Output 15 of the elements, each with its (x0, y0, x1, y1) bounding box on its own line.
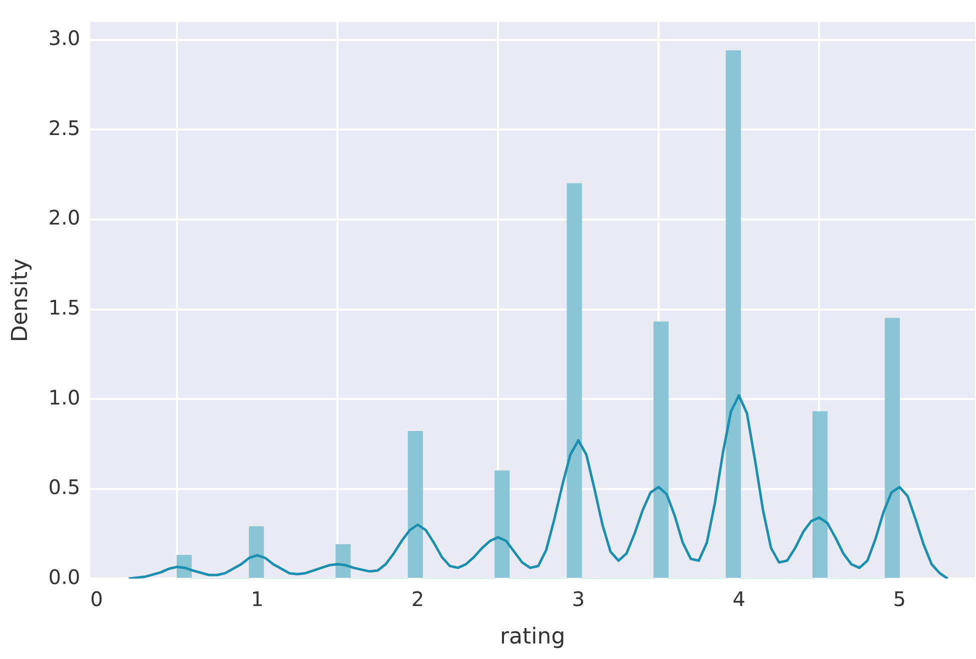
x-tick-label: 5 (893, 586, 906, 611)
x-tick-label: 4 (732, 586, 746, 611)
x-tick-label: 0 (90, 586, 103, 611)
x-tick-label: 1 (250, 586, 264, 611)
x-axis-title: rating (500, 624, 566, 650)
y-tick-label: 0.5 (48, 475, 80, 500)
y-tick-label: 2.5 (48, 116, 80, 140)
x-tick-label: 2 (411, 586, 424, 611)
y-tick-label: 0.0 (48, 564, 80, 589)
y-tick-label: 3.0 (48, 26, 80, 50)
x-tick-label: 3 (572, 586, 585, 611)
y-tick-label: 1.0 (48, 385, 80, 410)
y-axis-title: Density (8, 258, 33, 342)
y-tick-label: 2.0 (48, 206, 80, 230)
y-tick-label: 1.5 (48, 295, 80, 320)
